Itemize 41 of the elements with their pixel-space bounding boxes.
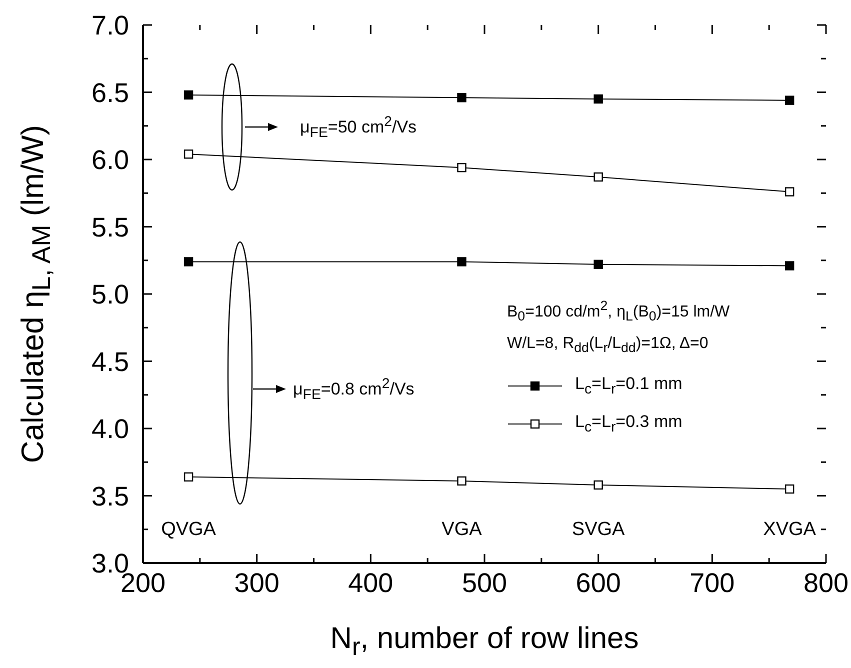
point <box>184 90 194 100</box>
annotation: XVGA <box>763 519 816 541</box>
point <box>784 261 794 270</box>
annotation: SVGA <box>572 519 625 541</box>
y-tick-label: 7.0 <box>91 10 129 41</box>
y-tick-label: 3.5 <box>91 481 129 512</box>
point <box>457 162 466 172</box>
x-tick-label: 700 <box>690 568 735 598</box>
x-tick-label: 400 <box>348 568 394 598</box>
legend-label: L$_{c}$=L$_{r}$=0.3 mm <box>575 412 682 436</box>
point <box>184 472 194 482</box>
annotation: W/L=8, R$_{dd}$(L$_{r}$/L$_{dd}$)=1Ω, Δ=0 <box>507 335 708 356</box>
point <box>594 94 603 104</box>
y-tick-label: 4.5 <box>91 346 129 377</box>
point <box>594 172 603 182</box>
annotation: μ$_{FE}$=0.8 cm$^{2}$/Vs <box>293 376 414 404</box>
point <box>457 476 466 486</box>
y-tick-label: 5.5 <box>91 212 129 242</box>
point <box>184 257 194 266</box>
annotation: μ$_{FE}$=50 cm$^{2}$/Vs <box>300 114 417 142</box>
x-axis-title: N$_{r}$, number of row lines <box>329 622 640 662</box>
point <box>184 150 194 159</box>
x-tick-label: 300 <box>234 568 280 598</box>
x-tick-label: 500 <box>462 568 508 598</box>
point <box>784 96 794 105</box>
y-tick-label: 4.0 <box>91 414 129 444</box>
y-tick-label: 6.5 <box>91 78 129 108</box>
legend-label: L$_{c}$=L$_{r}$=0.1 mm <box>575 374 682 398</box>
x-tick-label: 800 <box>803 568 849 598</box>
point <box>784 187 794 196</box>
point <box>594 260 603 270</box>
annotation: VGA <box>442 519 482 541</box>
text: B$_{0}$=100 cd/m$^{2}$, η$_{L}$(B$_{0}$)=15 lm/W <box>507 298 730 324</box>
point <box>457 93 466 102</box>
point <box>457 257 466 266</box>
y-tick-label: 6.0 <box>91 145 129 176</box>
point <box>784 484 794 494</box>
annotation: QVGA <box>161 519 216 541</box>
x-tick-label: 600 <box>576 568 621 598</box>
point <box>594 480 603 490</box>
y-tick-label: 5.0 <box>91 280 129 310</box>
